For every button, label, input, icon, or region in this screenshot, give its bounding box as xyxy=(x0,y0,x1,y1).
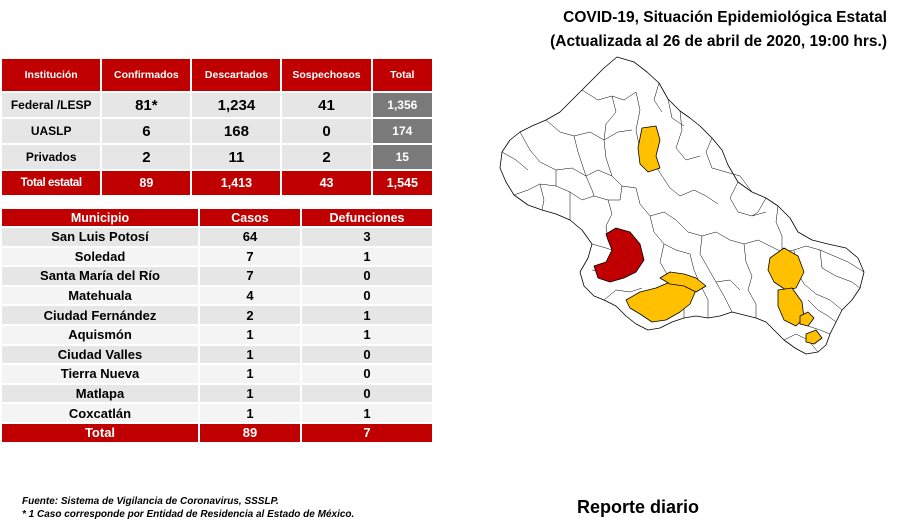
column-header: Defunciones xyxy=(302,209,432,226)
confirmed-cell: 2 xyxy=(102,145,191,169)
confirmed-cell: 6 xyxy=(102,119,191,143)
discarded-cell: 1,234 xyxy=(192,93,281,117)
cases-cell: 7 xyxy=(200,247,300,266)
table-row: Aquismón 1 1 xyxy=(2,325,432,344)
municipalities-total-row: Total 89 7 xyxy=(2,423,432,442)
discarded-cell: 168 xyxy=(192,119,281,143)
page-title: COVID-19, Situación Epidemiológica Estat… xyxy=(563,9,887,26)
suspected-cell: 0 xyxy=(282,119,371,143)
cases-cell: 64 xyxy=(200,228,300,246)
table-row: San Luis Potosí 64 3 xyxy=(2,228,432,246)
column-header: Confirmados xyxy=(102,59,191,91)
table-row: Privados 2 11 2 15 xyxy=(2,145,432,169)
municipality-name: Matehuala xyxy=(2,286,198,305)
affected-low-areas xyxy=(617,125,823,345)
municipalities-header-row: Municipio Casos Defunciones xyxy=(2,209,432,226)
deaths-cell: 1 xyxy=(302,306,432,324)
municipality-name: Ciudad Fernández xyxy=(2,306,198,324)
total-suspected: 43 xyxy=(282,171,371,195)
municipality-matehuala xyxy=(637,125,661,173)
total-confirmed: 89 xyxy=(102,171,191,195)
table-row: UASLP 6 168 0 174 xyxy=(2,119,432,143)
confirmed-cell: 81* xyxy=(102,93,191,117)
table-row: Matlapa 1 0 xyxy=(2,384,432,403)
total-discarded: 1,413 xyxy=(192,171,281,195)
deaths-cell: 0 xyxy=(302,286,432,305)
grand-total: 1,545 xyxy=(372,171,432,195)
cases-cell: 1 xyxy=(200,404,300,422)
table-row: Tierra Nueva 1 0 xyxy=(2,365,432,383)
deaths-cell: 0 xyxy=(302,384,432,403)
total-cell: 174 xyxy=(372,119,432,143)
state-map xyxy=(499,56,865,355)
state-total-row: Total estatal 89 1,413 43 1,545 xyxy=(2,171,432,195)
total-deaths: 7 xyxy=(302,423,432,442)
daily-report-label: Reporte diario xyxy=(577,497,700,517)
cases-cell: 1 xyxy=(200,365,300,383)
table-row: Coxcatlán 1 1 xyxy=(2,404,432,422)
total-label: Total estatal xyxy=(2,171,101,195)
page-subtitle: (Actualizada al 26 de abril de 2020, 19:… xyxy=(550,33,887,50)
total-label: Total xyxy=(2,423,198,442)
cases-cell: 4 xyxy=(200,286,300,305)
municipality-ciudad-valles xyxy=(767,247,805,291)
municipality-name: San Luis Potosí xyxy=(2,228,198,246)
municipality-name: Aquismón xyxy=(2,325,198,344)
deaths-cell: 0 xyxy=(302,267,432,285)
municipalities-table: Municipio Casos Defunciones San Luis Pot… xyxy=(0,207,434,444)
table-row: Ciudad Valles 1 0 xyxy=(2,345,432,364)
table-row: Soledad 7 1 xyxy=(2,247,432,266)
municipality-name: Santa María del Río xyxy=(2,267,198,285)
institution-name: Privados xyxy=(2,145,101,169)
suspected-cell: 2 xyxy=(282,145,371,169)
total-cases: 89 xyxy=(200,423,300,442)
deaths-cell: 1 xyxy=(302,325,432,344)
municipality-santa-maria-del-rio xyxy=(625,279,697,323)
cases-cell: 1 xyxy=(200,384,300,403)
institutions-table: Institución Confirmados Descartados Sosp… xyxy=(0,57,434,197)
institutions-header-row: Institución Confirmados Descartados Sosp… xyxy=(2,59,432,91)
deaths-cell: 3 xyxy=(302,228,432,246)
municipality-san-luis-potosi xyxy=(593,227,645,283)
municipality-santa-maria-del-rio-north xyxy=(659,271,707,293)
deaths-cell: 1 xyxy=(302,247,432,266)
total-cell: 15 xyxy=(372,145,432,169)
source-note: Fuente: Sistema de Vigilancia de Coronav… xyxy=(22,496,279,507)
deaths-cell: 1 xyxy=(302,404,432,422)
table-row: Matehuala 4 0 xyxy=(2,286,432,305)
table-row: Ciudad Fernández 2 1 xyxy=(2,306,432,324)
municipality-name: Tierra Nueva xyxy=(2,365,198,383)
municipality-name: Coxcatlán xyxy=(2,404,198,422)
municipality-tierra-nueva xyxy=(799,311,815,327)
table-row: Santa María del Río 7 0 xyxy=(2,267,432,285)
table-row: Federal /LESP 81* 1,234 41 1,356 xyxy=(2,93,432,117)
cases-cell: 2 xyxy=(200,306,300,324)
cases-cell: 1 xyxy=(200,345,300,364)
column-header: Casos xyxy=(200,209,300,226)
deaths-cell: 0 xyxy=(302,345,432,364)
column-header: Institución xyxy=(2,59,101,91)
total-cell: 1,356 xyxy=(372,93,432,117)
cases-cell: 7 xyxy=(200,267,300,285)
column-header: Municipio xyxy=(2,209,198,226)
deaths-cell: 0 xyxy=(302,365,432,383)
footnote: * 1 Caso corresponde por Entidad de Resi… xyxy=(22,509,355,520)
column-header: Descartados xyxy=(192,59,281,91)
discarded-cell: 11 xyxy=(192,145,281,169)
institution-name: Federal /LESP xyxy=(2,93,101,117)
institution-name: UASLP xyxy=(2,119,101,143)
municipality-name: Ciudad Valles xyxy=(2,345,198,364)
cases-cell: 1 xyxy=(200,325,300,344)
municipality-aquismon xyxy=(805,329,823,345)
column-header: Sospechosos xyxy=(282,59,371,91)
column-header: Total xyxy=(372,59,432,91)
suspected-cell: 41 xyxy=(282,93,371,117)
municipality-name: Matlapa xyxy=(2,384,198,403)
municipality-name: Soledad xyxy=(2,247,198,266)
